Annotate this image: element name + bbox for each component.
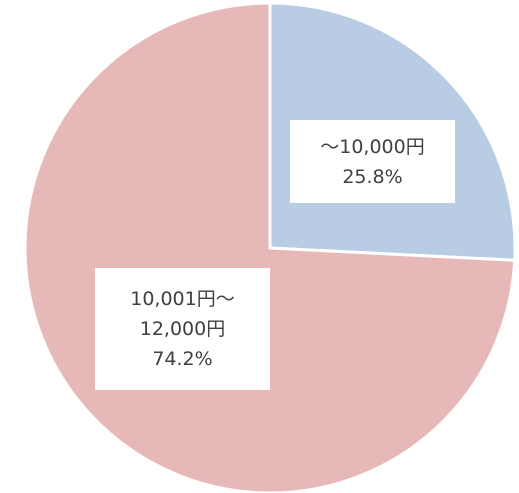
slice-label: 10,001円～12,000円 74.2% bbox=[95, 268, 270, 390]
value-label: 25.8% bbox=[342, 165, 403, 188]
value-label: 74.2% bbox=[152, 348, 213, 370]
slice-label: ～10,000円 25.8% bbox=[290, 120, 455, 203]
category-label: 10,001円～12,000円 bbox=[130, 288, 235, 340]
category-label: ～10,000円 bbox=[320, 135, 425, 158]
